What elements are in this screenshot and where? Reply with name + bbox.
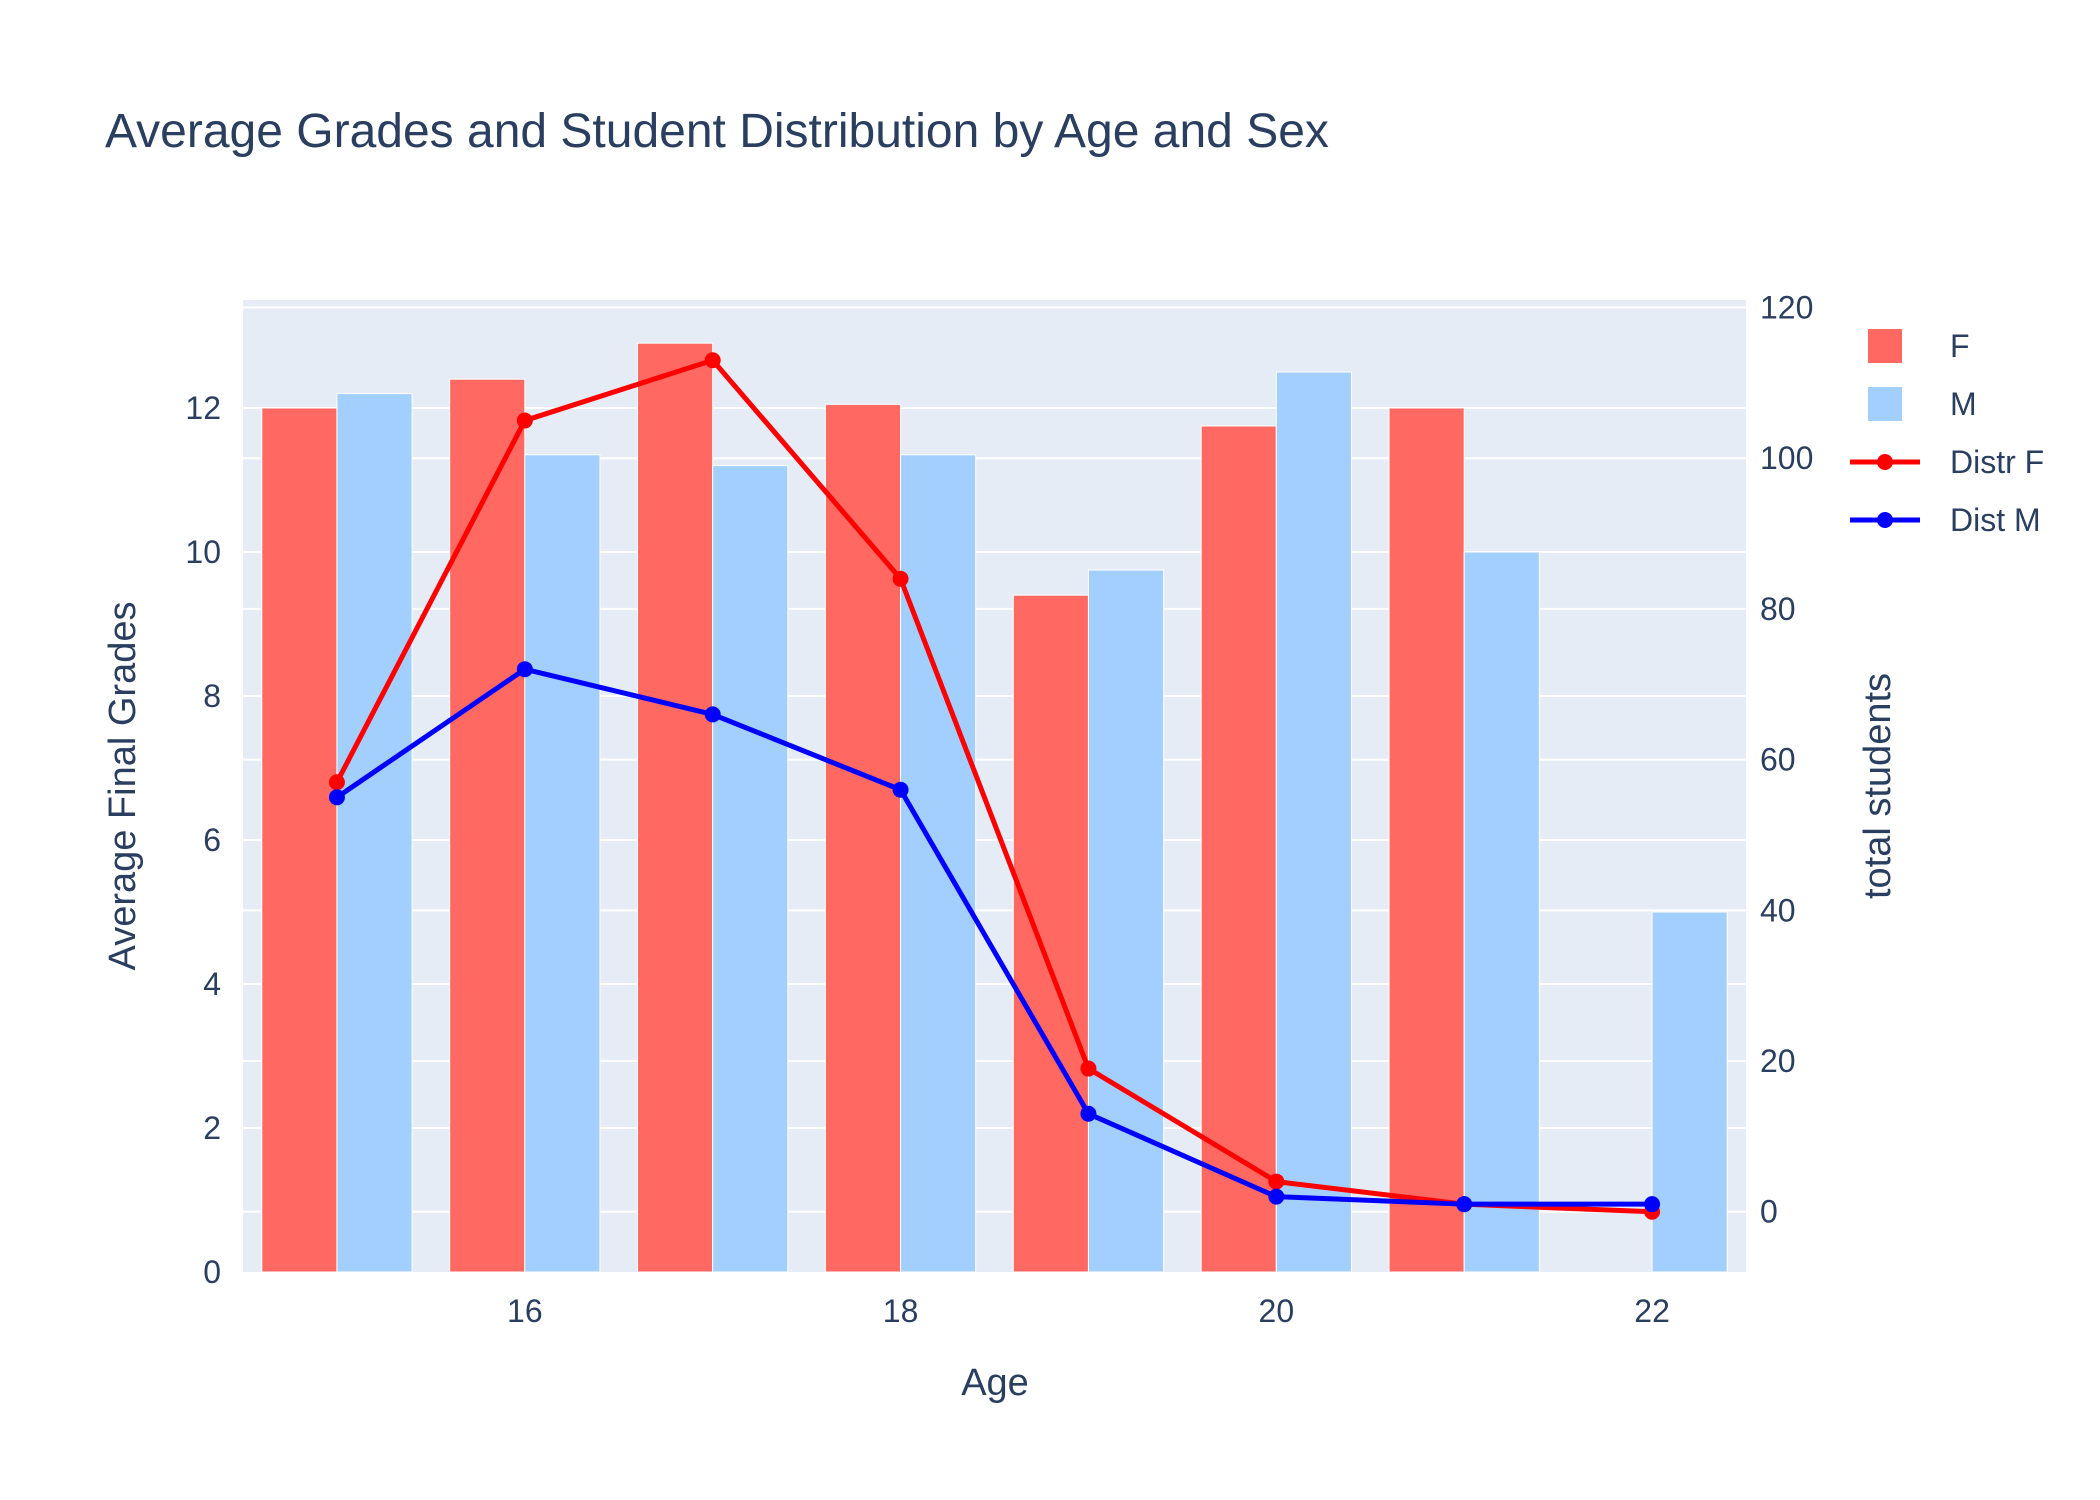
y-tick-label: 4 xyxy=(203,966,221,1002)
bar-m-17 xyxy=(712,465,789,1273)
y-tick-label: 8 xyxy=(203,678,221,714)
point-dist-m-21 xyxy=(1456,1196,1473,1213)
bar-f-20 xyxy=(1200,425,1277,1273)
bar-m-16 xyxy=(524,454,601,1273)
point-dist-m-20 xyxy=(1268,1188,1285,1205)
bar-m-22 xyxy=(1651,911,1728,1273)
x-axis-title: Age xyxy=(961,1362,1029,1404)
x-tick-label: 18 xyxy=(883,1293,919,1329)
legend-label: Distr F xyxy=(1950,444,2044,480)
bar-m-19 xyxy=(1087,569,1165,1273)
bar-f-15 xyxy=(261,407,338,1273)
chart-title: Average Grades and Student Distribution … xyxy=(105,105,1329,158)
point-distr-f-16 xyxy=(516,412,533,429)
y2-tick-label: 60 xyxy=(1760,742,1796,778)
y-tick-label: 10 xyxy=(185,534,221,570)
legend-label: Dist M xyxy=(1950,502,2041,538)
legend: FM Distr F Dist M xyxy=(1850,328,2044,538)
point-dist-m-16 xyxy=(516,661,533,678)
bar-m-18 xyxy=(900,454,977,1273)
line-distr-f xyxy=(334,357,1653,1215)
y-tick-label: 12 xyxy=(185,390,221,426)
bar-m-21 xyxy=(1463,551,1540,1273)
bars xyxy=(261,342,1728,1273)
point-distr-f-15 xyxy=(328,774,345,791)
legend-label: F xyxy=(1950,328,1970,364)
point-dist-m-17 xyxy=(704,706,721,723)
lines xyxy=(328,352,1661,1220)
x-tick-label: 22 xyxy=(1634,1293,1670,1329)
point-distr-f-20 xyxy=(1268,1173,1285,1190)
y-tick-label: 0 xyxy=(203,1254,221,1290)
y2-tick-label: 120 xyxy=(1760,290,1813,326)
bar-f-18 xyxy=(824,403,902,1273)
bar-f-16 xyxy=(449,378,526,1273)
x-tick-label: 20 xyxy=(1259,1293,1295,1329)
y-axis-title: Average Final Grades xyxy=(102,602,144,971)
bar-f-21 xyxy=(1388,407,1465,1273)
line-dist-m xyxy=(335,666,1653,1207)
point-dist-m-22 xyxy=(1644,1196,1661,1213)
y2-tick-label: 100 xyxy=(1760,440,1813,476)
legend-swatch-f xyxy=(1868,329,1902,363)
bar-f-19 xyxy=(1012,594,1089,1273)
y2-axis-title: total students xyxy=(1857,673,1899,899)
legend-marker-distr-f xyxy=(1877,454,1893,470)
bar-f-17 xyxy=(637,342,714,1273)
y2-tick-label: 0 xyxy=(1760,1194,1778,1230)
y-tick-label: 2 xyxy=(203,1110,221,1146)
point-dist-m-15 xyxy=(328,789,345,806)
point-distr-f-19 xyxy=(1080,1060,1097,1077)
point-distr-f-18 xyxy=(892,570,909,587)
y2-tick-label: 20 xyxy=(1760,1043,1796,1079)
bar-m-20 xyxy=(1275,371,1352,1273)
legend-label: M xyxy=(1950,386,1977,422)
y-tick-label: 6 xyxy=(203,822,221,858)
legend-swatch-m xyxy=(1868,387,1902,421)
point-distr-f-17 xyxy=(704,352,721,369)
bar-m-15 xyxy=(336,393,413,1273)
point-dist-m-19 xyxy=(1080,1105,1097,1122)
x-tick-label: 16 xyxy=(507,1293,543,1329)
y2-tick-label: 40 xyxy=(1760,892,1796,928)
y2-tick-label: 80 xyxy=(1760,591,1796,627)
legend-marker-dist-m xyxy=(1877,512,1893,528)
point-dist-m-18 xyxy=(892,781,909,798)
